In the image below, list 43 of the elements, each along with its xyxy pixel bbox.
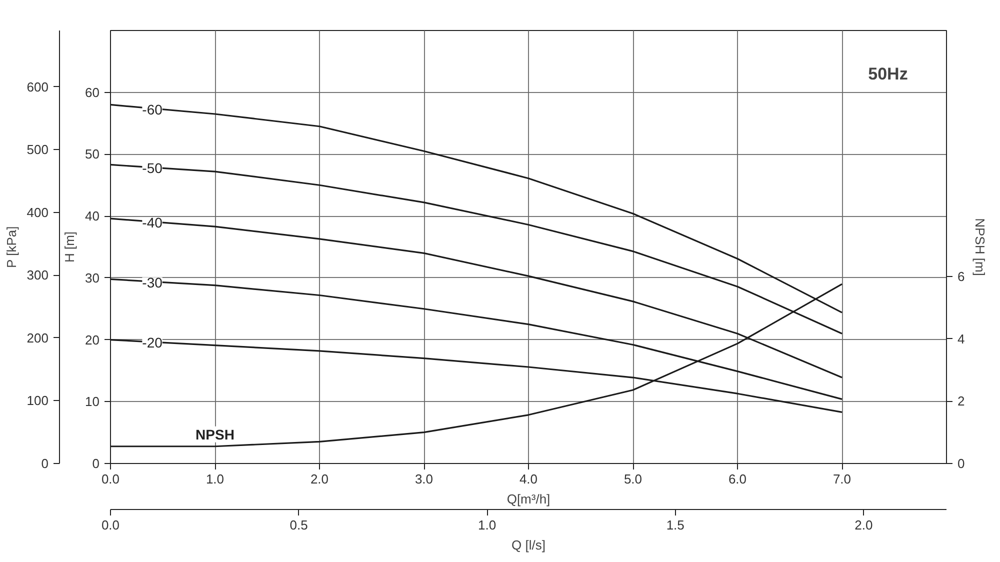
y3-tick-label: 2 bbox=[958, 394, 965, 409]
series-label: NPSH bbox=[196, 426, 234, 442]
x-tick-label: 3.0 bbox=[414, 472, 434, 486]
y2-tick-label: 600 bbox=[26, 79, 49, 94]
y2-tick-label: 400 bbox=[26, 204, 49, 220]
y2-tick-label: 500 bbox=[26, 142, 49, 158]
x2-axis-title: Q [l/s] bbox=[512, 538, 546, 552]
x2-tick-label: 0.0 bbox=[101, 518, 120, 532]
x2-tick-label: 1.0 bbox=[478, 518, 496, 532]
y-tick-label: 40 bbox=[85, 208, 100, 224]
x2-tick-label: 0.5 bbox=[290, 518, 308, 532]
y3-axis-title: NPSH [m] bbox=[972, 218, 988, 276]
y3-tick-label: 4 bbox=[958, 331, 965, 346]
y-tick-label: 50 bbox=[85, 146, 100, 162]
y-tick-label: 20 bbox=[85, 332, 100, 348]
x-tick-label: 0.0 bbox=[101, 472, 120, 486]
y-tick-label: 10 bbox=[85, 394, 100, 410]
y3-tick-label: 6 bbox=[958, 269, 965, 284]
series-label: -20 bbox=[142, 334, 163, 351]
series-label: -60 bbox=[142, 101, 163, 118]
y-tick-label: 30 bbox=[85, 270, 100, 286]
x-tick-label: 5.0 bbox=[624, 472, 642, 486]
x2-tick-label: 1.5 bbox=[666, 518, 684, 532]
y2-axis-title: P [kPa] bbox=[4, 226, 19, 268]
y2-tick-label: 200 bbox=[26, 330, 49, 346]
series-label: -30 bbox=[142, 274, 163, 290]
series-label: -40 bbox=[142, 214, 163, 231]
y-axis-title: H [m] bbox=[62, 231, 78, 263]
x-tick-label: 2.0 bbox=[310, 472, 329, 486]
x-axis-title: Q[m³/h] bbox=[506, 492, 550, 506]
x2-tick-label: 2.0 bbox=[854, 518, 873, 532]
y2-tick-label: 100 bbox=[26, 393, 49, 408]
x-tick-label: 6.0 bbox=[728, 472, 747, 486]
x-tick-label: 1.0 bbox=[206, 472, 224, 486]
y2-tick-label: 0 bbox=[41, 456, 49, 471]
text: 50Hz bbox=[868, 64, 908, 84]
series-label: -50 bbox=[142, 160, 163, 176]
y-tick-label: 60 bbox=[85, 84, 100, 100]
x-tick-label: 7.0 bbox=[832, 472, 852, 486]
y2-tick-label: 300 bbox=[26, 268, 49, 283]
x-tick-label: 4.0 bbox=[519, 472, 538, 486]
y3-tick-label: 0 bbox=[958, 456, 965, 471]
y-tick-label: 0 bbox=[92, 456, 100, 471]
